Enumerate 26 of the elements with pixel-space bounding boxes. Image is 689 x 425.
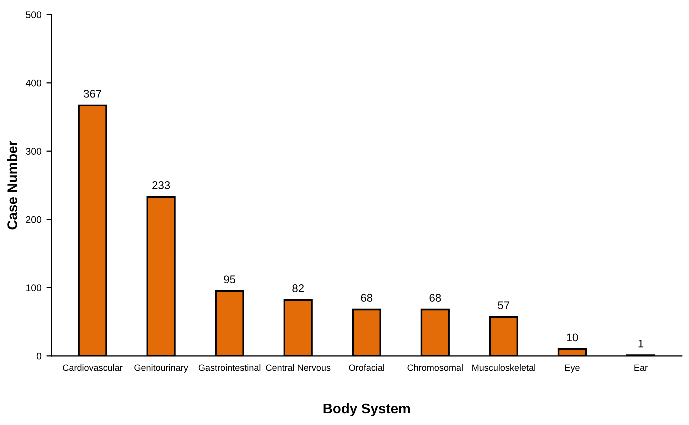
data-label: 10 <box>567 334 578 342</box>
data-label: 233 <box>152 181 170 190</box>
y-tick-label: 200 <box>26 216 42 224</box>
y-tick-label: 100 <box>26 284 42 292</box>
x-tick-label: Ear <box>634 364 648 372</box>
y-tick-label: 500 <box>26 12 42 18</box>
data-label: 367 <box>84 90 102 98</box>
x-tick-label: Central Nervous <box>266 364 331 372</box>
x-axis-title: Body System <box>324 403 410 416</box>
x-tick-label: Orofacial <box>349 364 384 372</box>
x-tick-label: Eye <box>565 364 580 373</box>
x-tick-label: Gastrointestinal <box>198 364 261 372</box>
data-label: 68 <box>361 294 373 302</box>
x-tick-label: Cardiovascular <box>63 364 123 372</box>
y-axis-title: Case Number <box>7 140 18 230</box>
x-tick-label: Chromosomal <box>408 364 463 372</box>
x-tick-label: Musculoskeletal <box>472 364 536 372</box>
y-tick-label: 400 <box>26 80 42 87</box>
data-label: 57 <box>498 302 510 310</box>
data-label: 82 <box>292 284 304 292</box>
data-label: 68 <box>430 294 442 302</box>
x-tick-label: Genitourinary <box>134 364 188 373</box>
y-tick-label: 0 <box>36 352 42 360</box>
data-label: 1 <box>638 340 644 348</box>
y-tick-label: 300 <box>26 148 42 156</box>
data-label: 95 <box>224 276 236 284</box>
